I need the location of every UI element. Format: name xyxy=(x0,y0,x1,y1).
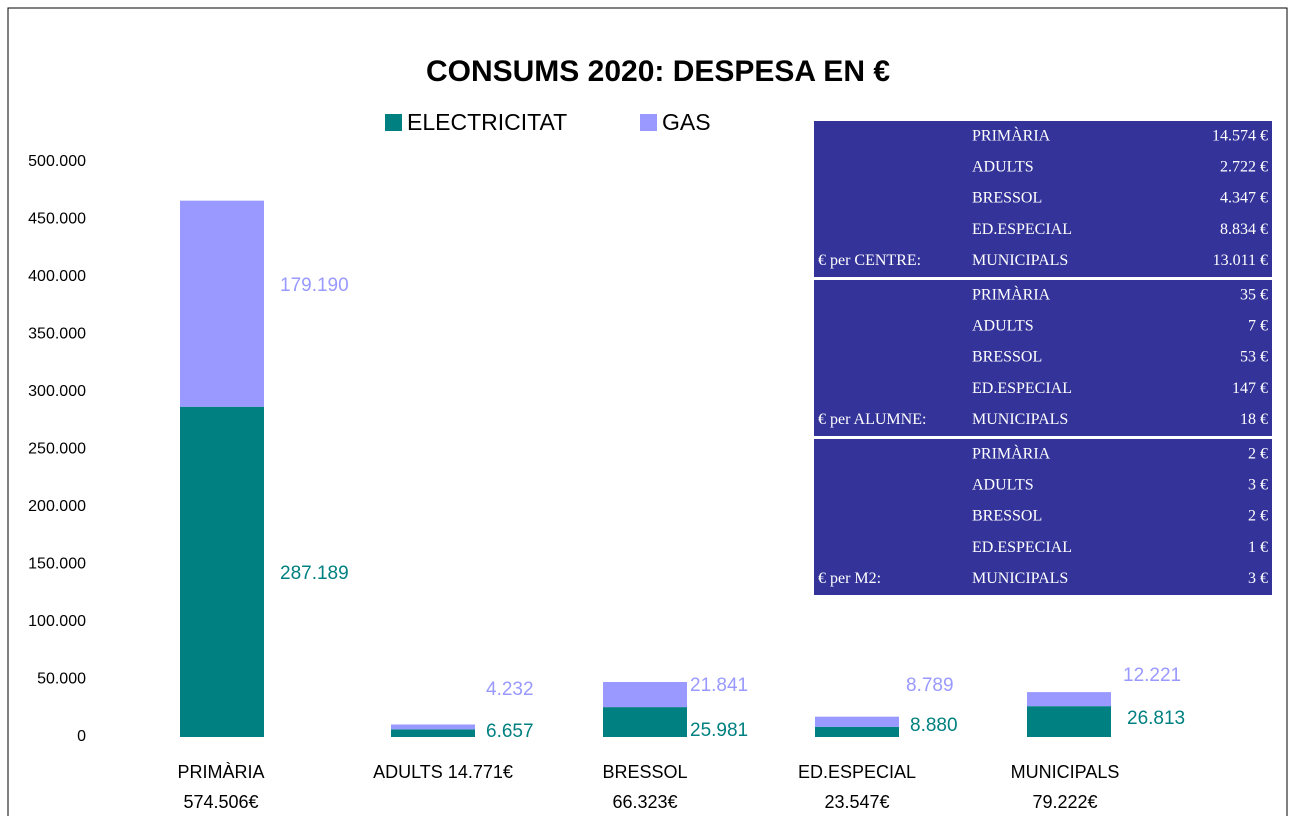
table-section xyxy=(814,121,1272,277)
value-label: 6.657 xyxy=(486,721,534,742)
value-label: 4.232 xyxy=(486,679,534,700)
x-tick-label: MUNICIPALS xyxy=(1011,762,1120,782)
table-cell: 4.347 € xyxy=(1220,190,1268,207)
x-tick-label: 574.506€ xyxy=(183,792,258,812)
y-tick-label: 300.000 xyxy=(28,383,86,400)
y-tick-label: 150.000 xyxy=(28,556,86,573)
value-label: 21.841 xyxy=(690,675,748,696)
bar-segment xyxy=(180,200,264,407)
y-tick-label: 450.000 xyxy=(28,211,86,228)
bar-segment xyxy=(603,707,687,737)
value-label: 26.813 xyxy=(1127,708,1185,729)
legend-label: ELECTRICITAT xyxy=(407,109,567,135)
table-cell: MUNICIPALS xyxy=(972,411,1068,428)
table-cell: BRESSOL xyxy=(972,190,1042,207)
bar-segment xyxy=(180,406,264,737)
bar-segment xyxy=(391,724,475,730)
legend-label: GAS xyxy=(662,109,711,135)
table-cell: 1 € xyxy=(1248,539,1268,556)
table-cell: 147 € xyxy=(1232,380,1268,397)
table-cell: 53 € xyxy=(1240,349,1268,366)
table-cell: 13.011 € xyxy=(1213,252,1268,269)
bar-segment xyxy=(1027,706,1111,737)
y-tick-label: 50.000 xyxy=(37,671,86,688)
table-cell: BRESSOL xyxy=(972,508,1042,525)
bar-segment xyxy=(603,682,687,708)
x-tick-label: ADULTS 14.771€ xyxy=(373,762,513,782)
bar-segment xyxy=(815,726,899,737)
table-cell: PRIMÀRIA xyxy=(972,125,1051,144)
table-cell: 18 € xyxy=(1240,411,1268,428)
table-section-label: € per ALUMNE: xyxy=(818,411,926,428)
table-section-label: € per CENTRE: xyxy=(818,252,921,269)
table-section-label: € per M2: xyxy=(818,570,881,587)
value-label: 12.221 xyxy=(1123,665,1181,686)
table-cell: 3 € xyxy=(1248,476,1268,493)
x-tick-label: BRESSOL xyxy=(602,762,687,782)
table-cell: ED.ESPECIAL xyxy=(972,380,1072,397)
table-section xyxy=(814,280,1272,436)
table-cell: ED.ESPECIAL xyxy=(972,539,1072,556)
table-cell: 2 € xyxy=(1248,508,1268,525)
value-label: 25.981 xyxy=(690,720,748,741)
table-cell: ED.ESPECIAL xyxy=(972,221,1072,238)
y-tick-label: 500.000 xyxy=(28,153,86,170)
table-cell: 2.722 € xyxy=(1220,158,1268,175)
table-cell: PRIMÀRIA xyxy=(972,443,1051,462)
x-tick-label: 66.323€ xyxy=(612,792,677,812)
y-tick-label: 250.000 xyxy=(28,441,86,458)
table-cell: ADULTS xyxy=(972,476,1034,493)
bar-segment xyxy=(1027,692,1111,707)
x-tick-label: ED.ESPECIAL xyxy=(798,762,916,782)
legend-swatch xyxy=(640,114,657,131)
table-cell: ADULTS xyxy=(972,317,1034,334)
table-cell: BRESSOL xyxy=(972,349,1042,366)
y-tick-label: 100.000 xyxy=(28,613,86,630)
y-tick-label: 0 xyxy=(77,728,86,745)
y-tick-label: 400.000 xyxy=(28,268,86,285)
x-tick-label: 79.222€ xyxy=(1032,792,1097,812)
y-tick-label: 200.000 xyxy=(28,498,86,515)
legend-swatch xyxy=(385,114,402,131)
table-cell: 3 € xyxy=(1248,570,1268,587)
table-cell: ADULTS xyxy=(972,158,1034,175)
bar-segment xyxy=(815,716,899,727)
x-tick-label: PRIMÀRIA xyxy=(177,762,264,782)
table-cell: 8.834 € xyxy=(1220,221,1268,238)
table-cell: 7 € xyxy=(1248,317,1268,334)
x-tick-label: 23.547€ xyxy=(824,792,889,812)
value-label: 8.880 xyxy=(910,715,958,736)
table-cell: PRIMÀRIA xyxy=(972,284,1051,303)
bar-segment xyxy=(391,729,475,737)
table-section xyxy=(814,439,1272,595)
table-cell: 35 € xyxy=(1240,286,1268,303)
value-label: 287.189 xyxy=(280,563,349,584)
value-label: 8.789 xyxy=(906,675,954,696)
table-cell: 14.574 € xyxy=(1212,127,1268,144)
y-tick-label: 350.000 xyxy=(28,326,86,343)
value-label: 179.190 xyxy=(280,275,349,296)
table-cell: MUNICIPALS xyxy=(972,570,1068,587)
table-cell: 2 € xyxy=(1248,445,1268,462)
chart-title: CONSUMS 2020: DESPESA EN € xyxy=(426,55,890,88)
table-cell: MUNICIPALS xyxy=(972,252,1068,269)
